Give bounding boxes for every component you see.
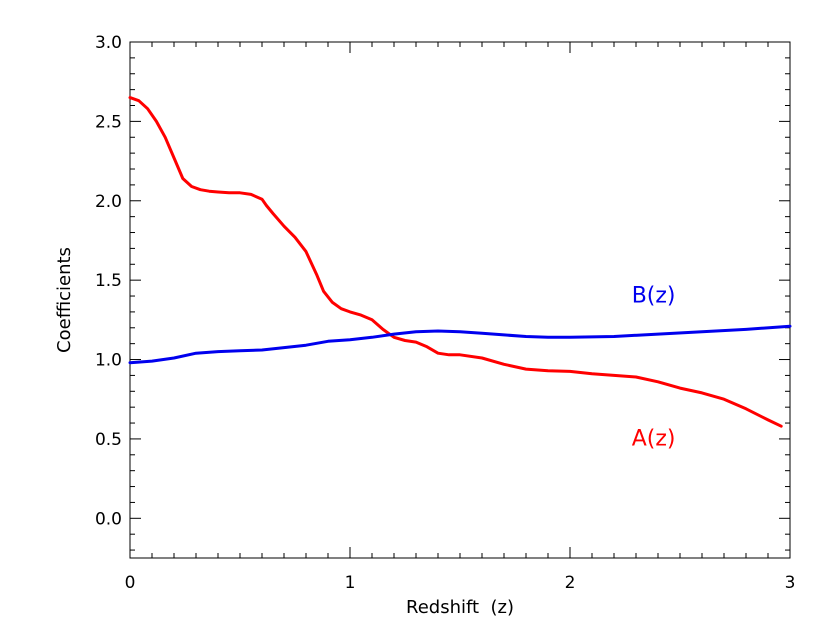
y-tick-label: 0.0 — [95, 509, 122, 529]
y-tick-label: 2.5 — [95, 112, 122, 132]
y-tick-label: 2.0 — [95, 192, 122, 212]
x-tick-label: 0 — [125, 573, 136, 593]
x-tick-label: 1 — [345, 573, 356, 593]
y-tick-label: 3.0 — [95, 33, 122, 53]
series-annotation: B(z) — [632, 283, 676, 308]
y-axis-title: Coefficients — [54, 247, 75, 353]
series-annotation: A(z) — [632, 426, 676, 451]
series-line-bz — [128, 324, 792, 365]
x-axis-title: Redshift (z) — [406, 597, 514, 618]
plot-frame — [129, 41, 791, 559]
x-tick-label: 2 — [565, 573, 576, 593]
x-tick-label: 3 — [785, 573, 796, 593]
y-tick-label: 1.0 — [95, 351, 122, 371]
series-line-az — [128, 96, 783, 428]
y-tick-label: 1.5 — [95, 271, 122, 291]
y-tick-label: 0.5 — [95, 430, 122, 450]
